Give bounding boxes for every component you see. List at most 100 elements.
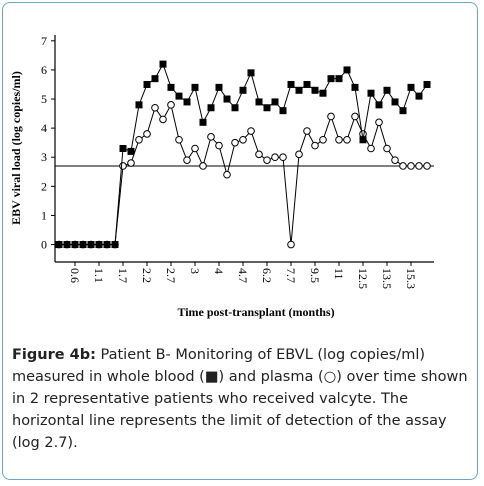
series-line	[59, 103, 427, 246]
x-tick-label: 2.2	[140, 268, 154, 283]
square-marker	[119, 145, 127, 152]
square-marker	[359, 136, 367, 144]
y-tick-label: 4	[41, 121, 47, 135]
square-marker	[79, 241, 87, 249]
circle-marker	[143, 130, 151, 138]
y-tick-label: 7	[41, 34, 47, 48]
circle-marker	[375, 118, 383, 127]
circle-marker	[423, 162, 431, 170]
circle-marker	[391, 156, 399, 164]
circle-marker	[255, 150, 263, 159]
x-tick-label: 4.7	[236, 268, 250, 283]
y-tick-label: 1	[41, 208, 47, 222]
circle-marker	[263, 156, 271, 164]
square-marker	[423, 80, 431, 88]
square-marker	[319, 89, 327, 97]
circle-marker	[119, 162, 127, 170]
square-marker	[303, 80, 311, 88]
square-marker	[111, 241, 119, 249]
square-marker	[415, 92, 423, 100]
square-marker	[311, 86, 319, 94]
square-marker	[175, 92, 183, 100]
square-marker	[383, 86, 391, 94]
circle-marker	[287, 240, 295, 249]
square-marker	[87, 241, 95, 249]
square-marker	[191, 83, 199, 91]
square-marker	[375, 101, 383, 109]
x-tick-label: 0.6	[68, 268, 82, 283]
circle-marker	[407, 162, 415, 170]
figure-frame	[2, 2, 478, 480]
square-marker	[103, 241, 111, 249]
circle-marker	[207, 133, 215, 141]
y-tick-label: 5	[41, 92, 47, 106]
square-marker	[207, 104, 215, 112]
square-marker	[343, 66, 351, 74]
circle-marker	[399, 162, 407, 170]
square-marker	[127, 147, 135, 155]
circle-marker	[311, 141, 319, 150]
square-marker	[63, 241, 71, 249]
square-marker	[239, 86, 247, 94]
square-marker	[135, 101, 143, 109]
y-tick-label: 0	[41, 238, 47, 252]
square-marker	[255, 98, 263, 106]
circle-marker	[127, 159, 135, 167]
circle-marker	[191, 144, 199, 153]
square-marker	[199, 118, 207, 126]
square-marker	[407, 83, 415, 91]
x-tick-label: 7.7	[284, 268, 298, 283]
x-tick-label: 4	[212, 268, 226, 274]
y-axis-label: EBV viral load (log copies/ml)	[9, 71, 23, 225]
circle-marker	[303, 127, 311, 135]
circle-marker	[215, 141, 223, 150]
circle-marker	[159, 115, 167, 124]
x-tick-label: 1.1	[92, 268, 106, 283]
square-marker	[151, 75, 159, 83]
x-tick-label: 3	[188, 268, 202, 274]
circle-marker	[383, 144, 391, 153]
square-marker	[279, 107, 287, 115]
square-marker	[351, 83, 359, 91]
square-marker	[335, 75, 343, 83]
circle-marker	[247, 127, 255, 135]
square-marker	[399, 107, 407, 115]
circle-marker	[271, 153, 279, 162]
x-tick-label: 12.5	[356, 268, 370, 289]
circle-marker	[239, 135, 247, 144]
square-marker	[295, 86, 303, 94]
circle-marker	[343, 135, 351, 144]
square-marker	[231, 104, 239, 112]
x-tick-label: 11	[332, 268, 346, 280]
x-tick-label: 9.5	[308, 268, 322, 283]
circle-marker	[199, 162, 207, 170]
square-marker	[55, 241, 63, 249]
x-tick-label: 2.7	[164, 268, 178, 283]
square-marker	[159, 60, 167, 68]
circle-marker	[335, 135, 343, 144]
square-marker	[215, 83, 223, 91]
square-marker	[183, 98, 191, 106]
circle-marker	[319, 135, 327, 144]
x-tick-label: 6.2	[260, 268, 274, 283]
caption: Figure 4b: Patient B- Monitoring of EBVL…	[12, 344, 474, 454]
square-marker	[367, 89, 375, 97]
x-tick-label: 13.5	[380, 268, 394, 289]
square-marker	[271, 98, 279, 106]
y-tick-label: 3	[41, 150, 47, 164]
circle-marker	[295, 150, 303, 159]
circle-marker	[167, 101, 175, 109]
circle-marker	[151, 103, 159, 112]
circle-marker	[183, 156, 191, 164]
square-marker	[287, 80, 295, 88]
square-marker	[223, 95, 231, 103]
x-axis-label: Time post-transplant (months)	[177, 305, 334, 319]
chart: EBV viral load (log copies/ml) Time post…	[9, 34, 434, 319]
circle-marker	[415, 162, 423, 170]
square-marker	[95, 241, 103, 249]
square-marker	[167, 83, 175, 91]
circle-marker	[175, 135, 183, 144]
square-marker	[391, 98, 399, 106]
square-marker	[327, 75, 335, 83]
